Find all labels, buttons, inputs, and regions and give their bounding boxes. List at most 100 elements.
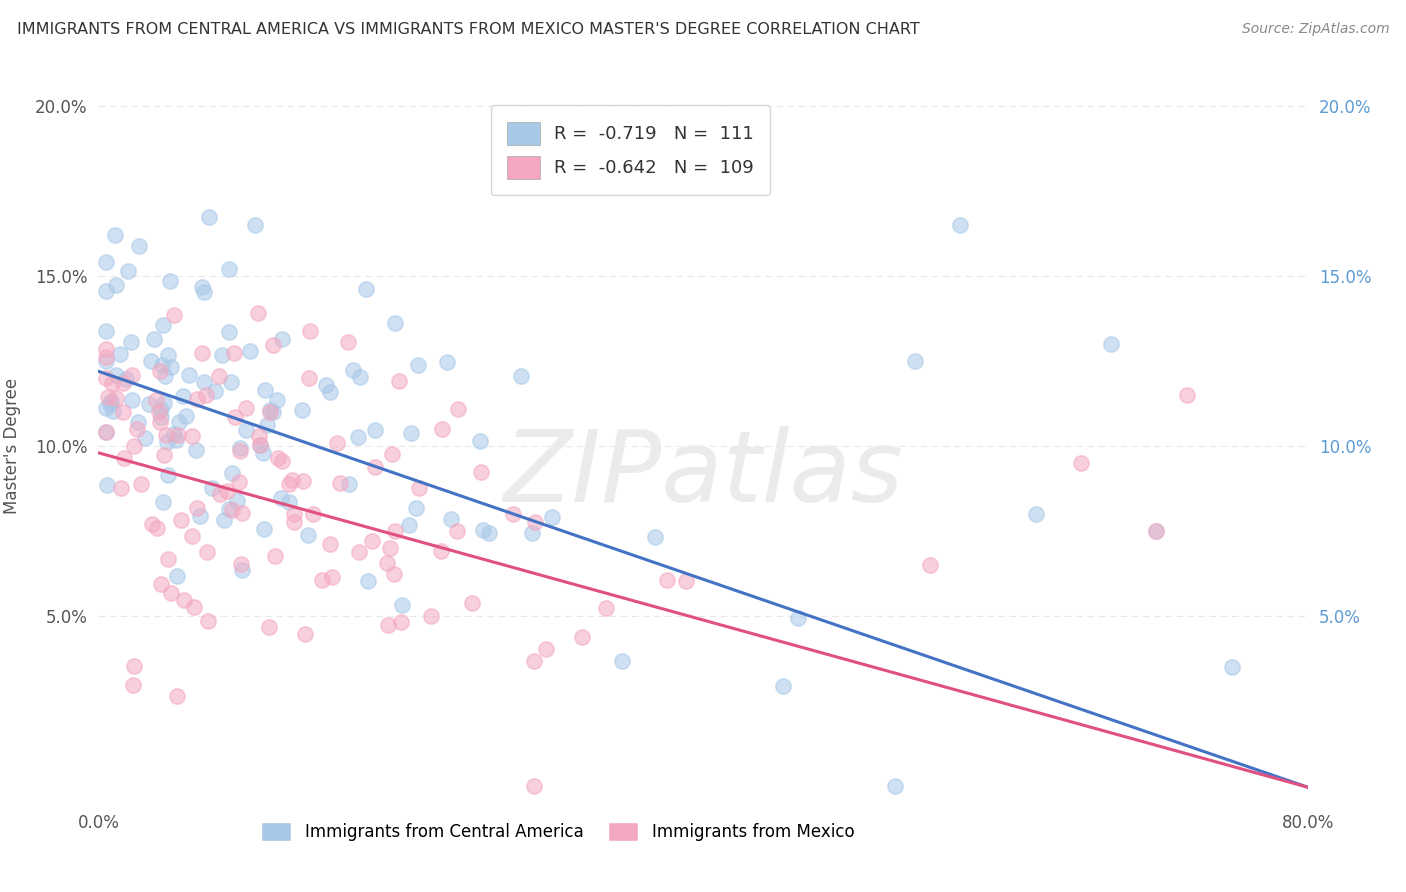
Point: [157, 467, 180, 482]
Point: [256, 417, 278, 432]
Point: [446, 524, 468, 538]
Point: [884, 779, 907, 793]
Point: [259, 620, 281, 634]
Point: [221, 376, 243, 390]
Point: [610, 654, 633, 668]
Point: [157, 552, 180, 566]
Point: [523, 515, 546, 529]
Point: [149, 577, 172, 591]
Point: [150, 358, 173, 372]
Point: [337, 476, 360, 491]
Point: [159, 274, 181, 288]
Point: [97, 390, 120, 404]
Point: [218, 262, 240, 277]
Point: [319, 384, 342, 399]
Legend: Immigrants from Central America, Immigrants from Mexico: Immigrants from Central America, Immigra…: [254, 815, 860, 848]
Point: [253, 522, 276, 536]
Point: [198, 210, 221, 224]
Point: [235, 423, 257, 437]
Point: [218, 502, 240, 516]
Point: [364, 460, 387, 475]
Point: [336, 334, 359, 349]
Point: [129, 476, 152, 491]
Point: [315, 377, 337, 392]
Point: [94, 354, 117, 368]
Point: [536, 642, 558, 657]
Point: [94, 425, 117, 439]
Point: [96, 254, 118, 268]
Point: [384, 524, 406, 538]
Point: [163, 427, 186, 442]
Point: [229, 444, 252, 458]
Point: [1144, 524, 1167, 538]
Point: [138, 397, 160, 411]
Point: [266, 392, 288, 407]
Point: [190, 280, 212, 294]
Point: [478, 526, 501, 541]
Point: [122, 439, 145, 453]
Point: [217, 483, 239, 498]
Point: [270, 491, 292, 505]
Point: [318, 537, 340, 551]
Point: [166, 568, 188, 582]
Point: [1175, 388, 1198, 402]
Point: [949, 218, 972, 232]
Point: [160, 585, 183, 599]
Point: [772, 679, 794, 693]
Point: [208, 369, 231, 384]
Point: [357, 574, 380, 588]
Point: [311, 573, 333, 587]
Point: [145, 393, 167, 408]
Point: [166, 428, 188, 442]
Point: [271, 454, 294, 468]
Point: [155, 427, 177, 442]
Point: [117, 263, 139, 277]
Point: [193, 285, 215, 300]
Point: [595, 601, 617, 615]
Point: [94, 401, 117, 415]
Point: [786, 610, 808, 624]
Point: [278, 495, 301, 509]
Point: [228, 475, 250, 490]
Point: [249, 437, 271, 451]
Point: [142, 332, 165, 346]
Point: [252, 446, 274, 460]
Point: [271, 332, 294, 346]
Point: [153, 448, 176, 462]
Point: [249, 438, 271, 452]
Point: [430, 543, 453, 558]
Point: [146, 521, 169, 535]
Point: [186, 500, 208, 515]
Point: [141, 517, 163, 532]
Point: [266, 451, 288, 466]
Point: [283, 515, 305, 529]
Point: [221, 503, 243, 517]
Point: [115, 372, 138, 386]
Point: [281, 474, 304, 488]
Point: [94, 284, 117, 298]
Point: [127, 415, 149, 429]
Point: [149, 364, 172, 378]
Point: [94, 425, 117, 439]
Point: [201, 481, 224, 495]
Point: [111, 376, 134, 390]
Point: [224, 410, 246, 425]
Point: [231, 563, 253, 577]
Point: [405, 500, 427, 515]
Y-axis label: Master's Degree: Master's Degree: [3, 378, 21, 514]
Point: [96, 478, 118, 492]
Point: [382, 566, 405, 581]
Point: [388, 375, 411, 389]
Point: [152, 494, 174, 508]
Point: [104, 368, 127, 382]
Point: [468, 434, 491, 449]
Point: [523, 654, 546, 668]
Point: [247, 306, 270, 320]
Point: [408, 359, 430, 373]
Point: [291, 474, 314, 488]
Point: [149, 415, 172, 429]
Point: [321, 570, 343, 584]
Point: [120, 335, 142, 350]
Point: [186, 392, 208, 407]
Point: [156, 434, 179, 449]
